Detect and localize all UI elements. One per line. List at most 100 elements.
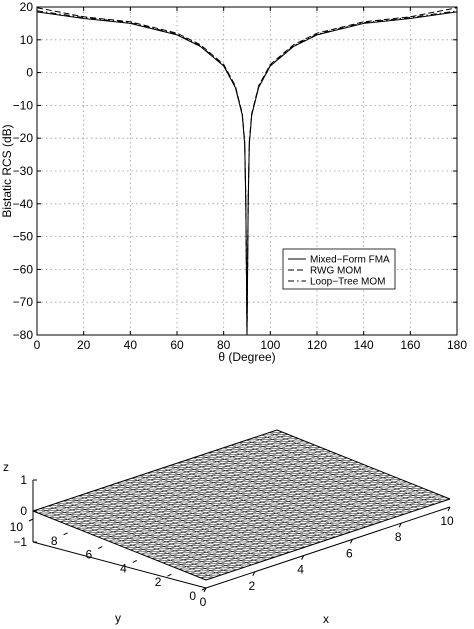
y-tick-label: −10: [13, 98, 34, 112]
mesh-outline: [32, 429, 278, 512]
mesh-diagonal: [185, 455, 342, 461]
mesh-diagonal: [43, 503, 435, 516]
mesh-diagonal: [40, 496, 445, 509]
mesh-diagonal: [116, 475, 391, 484]
mesh-diagonal: [184, 569, 237, 572]
mesh-diagonal: [162, 462, 359, 469]
x-tick-label: 180: [447, 338, 467, 352]
mesh-diagonal: [119, 539, 329, 546]
mesh-diagonal: [215, 447, 321, 451]
x-tick-label: 40: [124, 338, 138, 352]
mesh-outline: [32, 510, 207, 581]
mesh-diagonal: [141, 549, 298, 555]
y-tick-label: 8: [51, 534, 58, 548]
mesh-diagonal: [170, 459, 353, 466]
x-tick-mark: [301, 555, 305, 560]
x-tick-label: 80: [217, 338, 231, 352]
mesh-diagonal: [193, 453, 337, 459]
mesh-diagonal: [130, 544, 313, 551]
mesh-diagonal: [48, 494, 440, 507]
mesh-diagonal: [162, 559, 268, 564]
mesh-outline: [276, 429, 451, 500]
y-tick-mark: [63, 532, 68, 536]
mesh-diagonal: [93, 481, 407, 492]
y-tick-mark: [167, 573, 172, 577]
mesh-diagonal: [223, 444, 315, 448]
mesh-diagonal: [71, 487, 424, 499]
rcs-chart: 0 20 40 60 80 100 120 140 160 180 20100−10−20−30−…: [0, 0, 467, 364]
y-tick-label: 6: [86, 548, 93, 562]
y-tick-label: −40: [13, 197, 34, 211]
mesh-diagonal: [246, 438, 299, 441]
mesh-diagonal: [76, 519, 390, 529]
x-tick-mark: [398, 522, 402, 528]
y-tick-mark: [97, 546, 103, 550]
x-tick-label: 60: [170, 338, 184, 352]
mesh-diagonal: [132, 470, 380, 479]
mesh-diagonal: [101, 479, 402, 489]
mesh-diagonal: [177, 457, 348, 464]
mesh-diagonal: [124, 472, 386, 481]
mesh-diagonal: [135, 546, 306, 553]
y-tick-label: 20: [20, 0, 34, 14]
legend-label: RWG MOM: [310, 266, 361, 277]
mesh-diagonal: [146, 551, 290, 557]
y-tick-label: −20: [13, 131, 34, 145]
x-tick-label: 0: [34, 338, 41, 352]
mesh-diagonal: [38, 501, 443, 514]
x-tick-label: 10: [440, 514, 454, 528]
x-tick-label: 6: [346, 546, 353, 560]
rcs-x-ticks: 0 20 40 60 80 100 120 140 160 180: [34, 7, 467, 352]
legend-label: Loop−Tree MOM: [310, 277, 386, 288]
mesh-diagonal: [86, 483, 413, 494]
y-tick-label: 0: [26, 66, 33, 80]
mesh-diagonal: [54, 508, 420, 520]
y-tick-label: 2: [155, 575, 162, 589]
mesh-diagonal: [65, 513, 405, 525]
x-tick-label: 100: [260, 338, 280, 352]
mesh-x-axis-label: x: [323, 612, 329, 626]
mesh-diagonal: [208, 449, 326, 454]
y-tick-label: −80: [13, 328, 34, 342]
mesh-diagonal: [97, 529, 359, 538]
mesh-diagonal: [168, 562, 260, 566]
x-tick-label: 4: [297, 563, 304, 577]
x-tick-label: 2: [248, 579, 255, 593]
z-tick-label: 0: [20, 504, 27, 518]
y-tick-label: 10: [20, 33, 34, 47]
y-tick-label: −60: [13, 262, 34, 276]
mesh-diagonal: [114, 536, 336, 544]
y-tick-label: 0: [189, 589, 196, 603]
mesh-diagonal: [63, 490, 429, 502]
mesh-outline: [205, 498, 451, 581]
mesh-diagonal: [147, 466, 369, 474]
x-tick-label: 20: [77, 338, 91, 352]
y-tick-mark: [201, 587, 207, 591]
mesh-diagonal: [49, 506, 428, 518]
mesh-diagonal: [124, 541, 321, 548]
mesh-diagonal: [32, 498, 451, 512]
legend-label: Mixed−Form FMA: [310, 255, 390, 266]
z-tick-label: 1: [20, 473, 27, 487]
mesh-diagonal: [261, 434, 288, 436]
x-tick-mark: [252, 571, 256, 577]
mesh-diagonal: [178, 567, 245, 570]
mesh-diagonal: [78, 485, 418, 497]
y-tick-mark: [132, 559, 138, 563]
mesh-diagonal: [195, 574, 222, 576]
series-line-2: [36, 7, 458, 336]
rcs-series: [36, 7, 458, 336]
mesh-diagonal: [139, 468, 375, 476]
x-tick-label: 0: [200, 595, 207, 609]
z-tick-label: −1: [13, 535, 27, 549]
mesh-diagonal: [173, 564, 252, 568]
mesh-diagonal: [103, 531, 351, 540]
mesh-diagonal: [151, 554, 283, 559]
mesh-diagonal: [87, 524, 374, 533]
x-tick-label: 8: [395, 530, 402, 544]
mesh-y-axis-label: y: [115, 611, 121, 625]
mesh-diagonal: [154, 464, 364, 471]
mesh-diagonal: [70, 516, 397, 527]
